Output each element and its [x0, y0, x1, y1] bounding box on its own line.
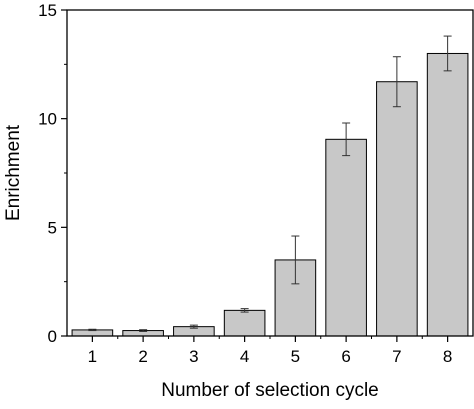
y-tick-label-5: 5	[48, 218, 57, 237]
bars-layer	[71, 52, 469, 337]
bar-4	[223, 309, 266, 337]
x-tick-label-2: 2	[138, 347, 147, 366]
error-bars-layer	[88, 35, 452, 332]
y-tick-label-10: 10	[38, 110, 57, 129]
x-axis-label: Number of selection cycle	[161, 380, 379, 401]
x-tick-label-5: 5	[291, 347, 300, 366]
x-tick-label-1: 1	[88, 347, 97, 366]
bar-8	[426, 52, 469, 337]
x-tick-label-3: 3	[189, 347, 198, 366]
y-ticks-layer: 0 5 10 15	[38, 1, 67, 346]
x-tick-label-7: 7	[392, 347, 401, 366]
y-axis-label: Enrichment	[3, 124, 24, 221]
bar-7	[376, 81, 418, 337]
x-tick-label-8: 8	[443, 347, 452, 366]
x-tick-label-6: 6	[341, 347, 350, 366]
y-tick-label-15: 15	[38, 1, 57, 20]
x-tick-label-4: 4	[240, 347, 249, 366]
y-tick-label-0: 0	[48, 327, 57, 346]
x-ticks-layer: 1 2 3 4 5 6 7 8	[88, 336, 452, 366]
bar-6	[325, 138, 367, 337]
